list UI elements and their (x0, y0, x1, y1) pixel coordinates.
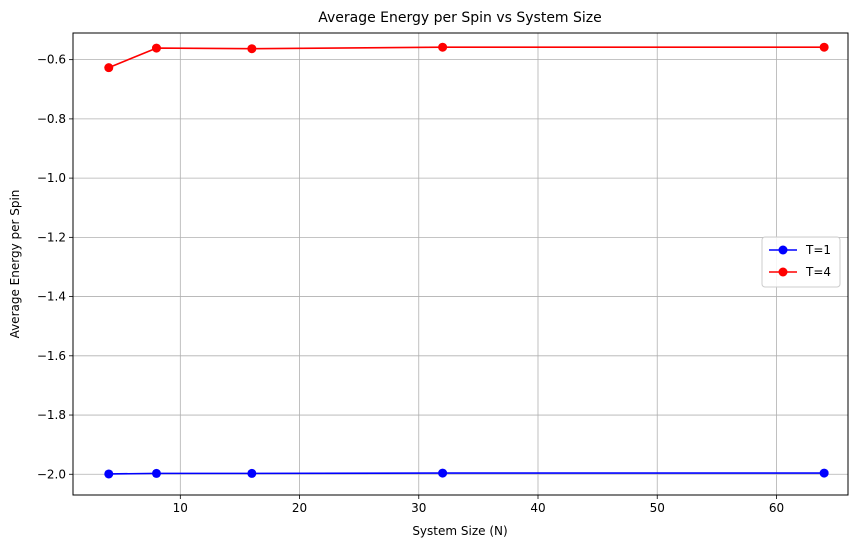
x-tick-label: 50 (650, 501, 665, 515)
data-point (438, 42, 448, 52)
data-point (104, 63, 114, 73)
data-point (151, 468, 161, 478)
y-tick-label: −0.6 (37, 53, 66, 67)
x-tick-label: 30 (411, 501, 426, 515)
legend-label-t4: T=4 (805, 265, 831, 279)
y-tick-label: −1.6 (37, 349, 66, 363)
y-tick-label: −1.8 (37, 408, 66, 422)
data-point (438, 468, 448, 478)
x-tick-label: 10 (173, 501, 188, 515)
legend-label-t1: T=1 (805, 243, 831, 257)
legend: T=1 T=4 (761, 236, 841, 288)
data-point (819, 42, 829, 52)
legend-marker-t1 (778, 245, 788, 255)
data-point (247, 44, 257, 54)
series-line-0 (108, 472, 825, 475)
data-point (819, 468, 829, 478)
y-axis: −2.0 −1.8 −1.6 −1.4 −1.2 −1.0 −0.8 −0.6 (37, 53, 73, 481)
chart-title: Average Energy per Spin vs System Size (318, 10, 602, 26)
x-tick-label: 40 (530, 501, 545, 515)
y-tick-label: −2.0 (37, 467, 66, 481)
x-axis-label: System Size (N) (412, 524, 507, 538)
y-axis-label: Average Energy per Spin (8, 190, 22, 339)
y-tick-label: −1.2 (37, 230, 66, 244)
x-axis: 10 20 30 40 50 60 (173, 495, 784, 515)
y-tick-label: −1.4 (37, 290, 66, 304)
series-layer (104, 42, 829, 479)
data-point (151, 43, 161, 53)
y-tick-label: −1.0 (37, 171, 66, 185)
data-point (247, 468, 257, 478)
y-tick-label: −0.8 (37, 112, 66, 126)
plot-frame (72, 32, 849, 496)
x-tick-label: 60 (769, 501, 784, 515)
data-point (104, 469, 114, 479)
x-tick-label: 20 (292, 501, 307, 515)
legend-marker-t4 (778, 267, 788, 277)
